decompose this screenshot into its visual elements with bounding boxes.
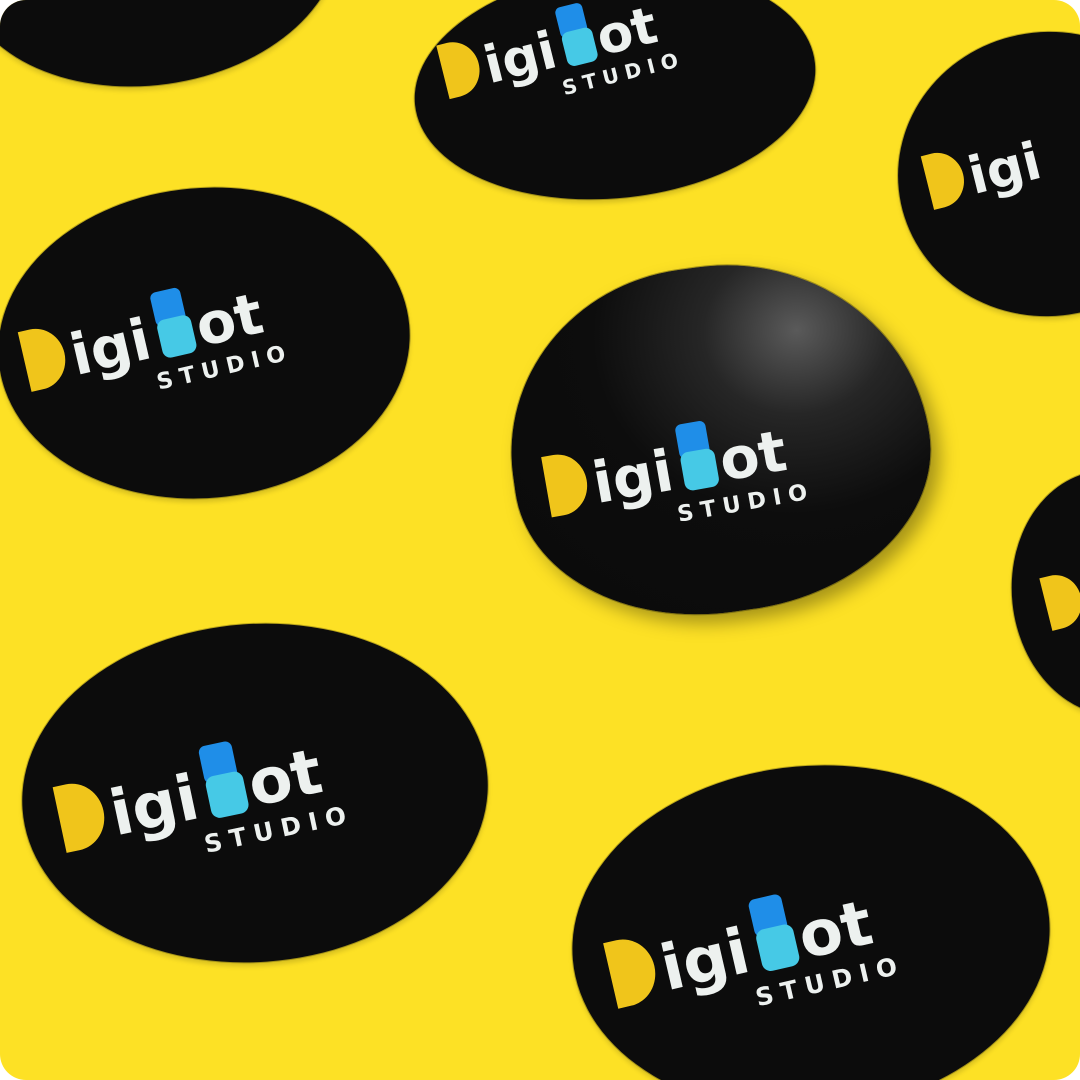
d-mark-icon [436,42,480,100]
sticker-right-edge-partial [999,460,1080,726]
sticker-bottom-right: igi ot STUDIO [557,745,1065,1080]
digibot-logo: igi ot STUDIO [603,886,908,1012]
logo-text-ot: ot [189,281,269,360]
d-mark-icon [52,783,105,853]
d-mark-icon [1039,575,1080,631]
logo-text-igi: igi [654,914,756,1005]
sticker-center-peeling: igi ot STUDIO [487,238,951,640]
logo-text-ot: ot [791,886,879,974]
sticker-top-center: igi ot STUDIO [403,0,827,219]
d-mark-icon [603,939,656,1009]
b-mark-icon [748,894,800,971]
logo-text-igi: igi [104,761,205,851]
digibot-logo: igi ot STUDIO [436,0,687,100]
sticker-middle-left: igi ot STUDIO [0,170,423,516]
sticker-top-right-partial: igi [883,17,1080,331]
digibot-logo: igi ot STUDIO [52,734,356,859]
logo-text-igi: igi [478,20,563,96]
b-mark-icon [150,287,197,358]
logo-text-ot: ot [714,418,791,495]
digibot-logo: igi ot STUDIO [17,281,295,396]
sticker-bottom-left: igi ot STUDIO [10,608,500,978]
digibot-logo [1039,575,1080,631]
d-mark-icon [920,153,964,210]
logo-text-igi: igi [64,307,157,389]
logo-text-ot: ot [242,734,329,821]
logo-text-igi: igi [588,438,678,517]
b-mark-icon [675,421,719,491]
sticker-top-left-partial [0,0,357,111]
b-mark-icon [198,741,249,818]
logo-text-igi: igi [962,131,1047,207]
d-mark-icon [17,328,66,392]
d-mark-icon [541,454,588,518]
b-mark-icon [555,3,598,66]
digibot-logo: igi [920,131,1047,210]
digibot-logo: igi ot STUDIO [541,418,816,528]
